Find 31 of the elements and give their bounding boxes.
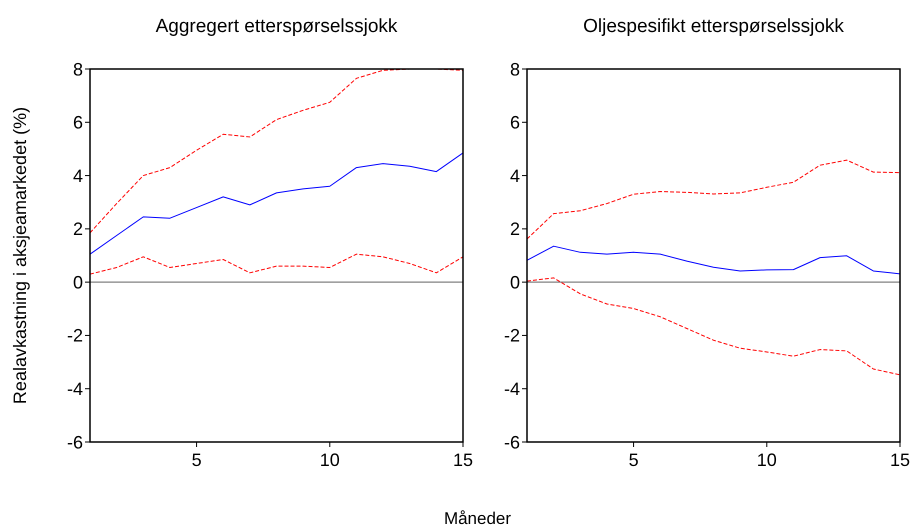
y-tick-label: 0 bbox=[510, 272, 520, 292]
line-series bbox=[526, 246, 900, 274]
y-tick-label: -6 bbox=[504, 432, 520, 452]
y-tick-label: -2 bbox=[504, 326, 520, 346]
y-tick-label: 8 bbox=[72, 59, 83, 80]
y-tick-label: 0 bbox=[72, 272, 83, 292]
x-tick-label: 10 bbox=[756, 450, 777, 470]
line-series bbox=[90, 254, 464, 275]
y-tick-label: 2 bbox=[510, 219, 520, 240]
y-tick-label: -4 bbox=[504, 379, 520, 400]
x-tick-label: 10 bbox=[320, 450, 340, 470]
y-tick-label: 2 bbox=[72, 219, 83, 240]
line-series bbox=[526, 277, 900, 376]
y-tick-label: -4 bbox=[66, 379, 83, 400]
y-tick-label: 6 bbox=[510, 112, 520, 133]
y-tick-label: 4 bbox=[510, 166, 520, 186]
y-tick-label: 4 bbox=[72, 166, 83, 186]
y-tick-label: -2 bbox=[66, 326, 83, 346]
y-axis-title: Realavkastning i aksjeamarkedet (%) bbox=[10, 106, 30, 404]
line-series bbox=[526, 160, 900, 240]
x-axis-title: Måneder bbox=[444, 509, 512, 527]
y-tick-label: -6 bbox=[66, 432, 83, 452]
y-tick-label: 6 bbox=[72, 112, 83, 133]
y-tick-label: 8 bbox=[510, 59, 520, 80]
x-tick-label: 15 bbox=[452, 450, 474, 470]
x-tick-label: 15 bbox=[890, 450, 910, 470]
x-tick-label: 5 bbox=[628, 450, 639, 470]
chart-title: Aggregert etterspørselssjokk bbox=[156, 16, 398, 37]
x-tick-label: 5 bbox=[192, 450, 202, 470]
line-series bbox=[90, 152, 464, 255]
chart-title: Oljespesifikt etterspørselssjokk bbox=[583, 16, 844, 37]
